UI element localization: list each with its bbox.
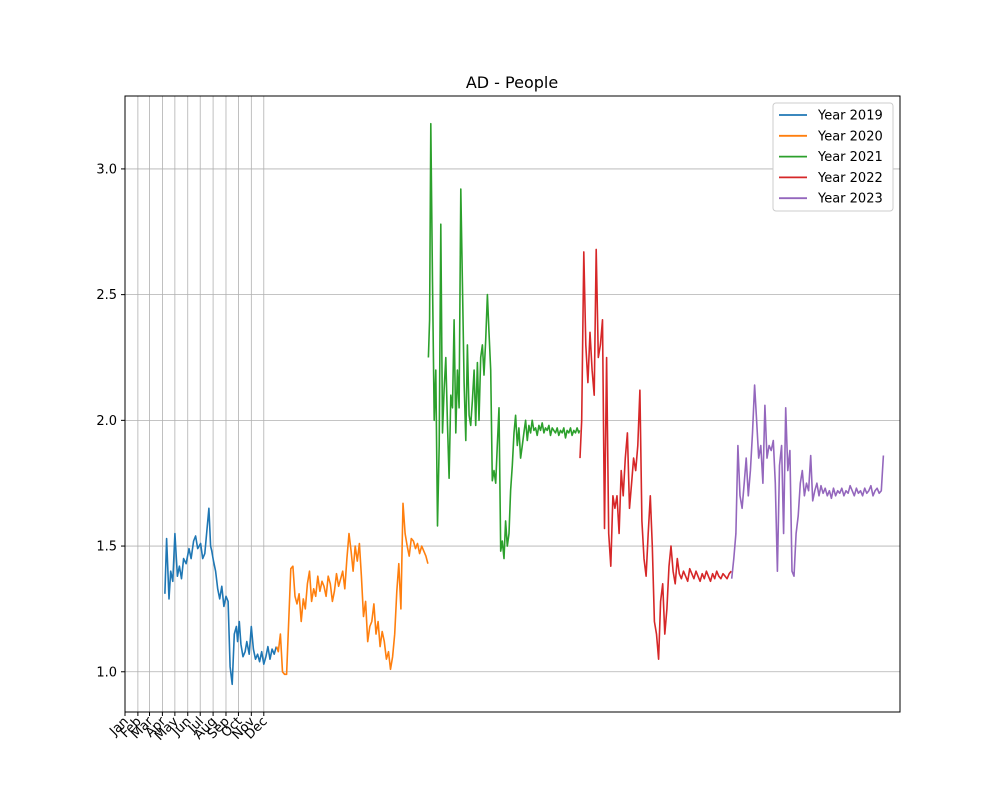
legend-label: Year 2023 xyxy=(817,192,883,207)
y-tick-label: 3.0 xyxy=(96,162,117,177)
y-tick-label: 2.5 xyxy=(96,288,117,303)
legend-box xyxy=(772,102,894,212)
axes-frame xyxy=(124,95,901,713)
legend-label: Year 2019 xyxy=(817,109,883,124)
y-grid-lines xyxy=(125,168,900,673)
series-line-year-2021 xyxy=(427,122,581,560)
chart-title: AD - People xyxy=(466,73,558,92)
x-grid-lines xyxy=(124,96,265,712)
y-axis: 1.0 1.5 2.0 2.5 3.0 xyxy=(96,162,125,680)
series-line-year-2020 xyxy=(275,502,429,676)
series-line-year-2023 xyxy=(730,384,885,579)
series-line-year-2019 xyxy=(164,507,278,686)
series-lines xyxy=(164,122,885,686)
y-tick-label: 1.5 xyxy=(96,540,117,555)
series-line-year-2022 xyxy=(579,248,732,661)
y-tick-label: 1.0 xyxy=(96,665,117,680)
legend-items: Year 2019 Year 2020 Year 2021 Year 2022 Year… xyxy=(779,109,883,207)
legend-label: Year 2021 xyxy=(817,150,883,165)
plot-area xyxy=(124,95,901,713)
legend: Year 2019 Year 2020 Year 2021 Year 2022 Year… xyxy=(772,102,894,212)
legend-label: Year 2020 xyxy=(817,129,883,144)
legend-label: Year 2022 xyxy=(817,171,883,186)
y-tick-label: 2.0 xyxy=(96,414,117,429)
